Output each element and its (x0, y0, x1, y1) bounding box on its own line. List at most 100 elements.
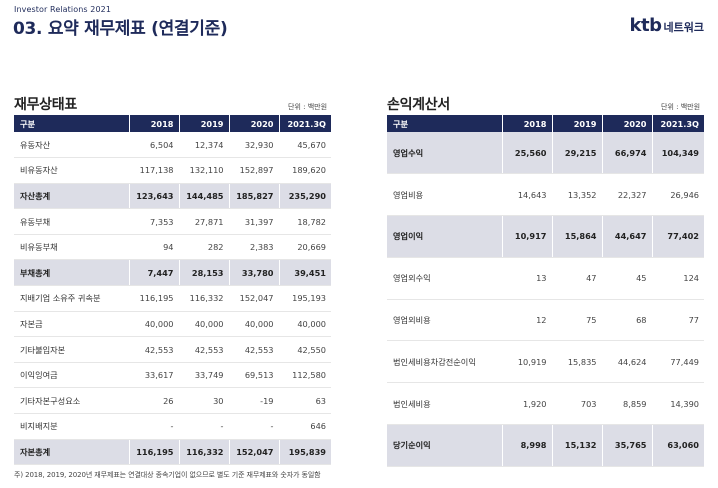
page-title: 03. 요약 재무제표 (연결기준) (13, 19, 228, 39)
row-label: 영업외비용 (387, 299, 503, 342)
report-subtitle: Investor Relations 2021 (14, 5, 112, 14)
cell-value: 195,193 (279, 285, 331, 312)
cell-value: 33,780 (229, 259, 280, 287)
table-row: 지배기업 소유주 귀속분 116,195 116,332 152,047 195,193 (14, 285, 331, 312)
cell-value: 40,000 (279, 311, 331, 338)
cell-value: 26,946 (652, 173, 704, 217)
row-label: 영업이익 (387, 215, 503, 258)
cell-value: 7,353 (129, 208, 180, 235)
cell-value: 703 (552, 382, 603, 426)
cell-value: 42,550 (279, 336, 331, 363)
row-label: 영업비용 (387, 173, 503, 217)
cell-value: 282 (179, 234, 230, 261)
cell-value: 42,553 (179, 336, 230, 363)
cell-value: - (179, 413, 230, 440)
cell-value: 42,553 (229, 336, 280, 363)
row-label: 자본총계 (14, 439, 130, 466)
cell-value: 116,195 (129, 439, 180, 466)
cell-value: 116,332 (179, 439, 230, 466)
cell-value: 27,871 (179, 208, 230, 235)
table-row: 비유동부채 94 282 2,383 20,669 (14, 234, 331, 261)
row-label: 비유동부채 (14, 234, 130, 261)
row-label: 기타자본구성요소 (14, 387, 130, 415)
row-label: 비유동자산 (14, 157, 130, 184)
cell-value: 8,859 (602, 382, 653, 426)
logo-subtext: 네트워크 (663, 21, 704, 34)
cell-value: 63 (279, 387, 331, 415)
row-label: 지배기업 소유주 귀속분 (14, 285, 130, 312)
cell-value: 152,047 (229, 439, 280, 466)
row-label: 당기순이익 (387, 424, 503, 467)
row-label: 자산총계 (14, 183, 130, 210)
table-row: 영업비용 14,643 13,352 22,327 26,946 (387, 173, 704, 217)
income-statement-unit: 단위 : 백만원 (661, 103, 701, 111)
cell-value: 123,643 (129, 183, 180, 210)
cell-value: 124 (652, 257, 704, 300)
cell-value: 235,290 (279, 183, 331, 210)
cell-value: 14,390 (652, 382, 704, 426)
cell-value: 15,132 (552, 424, 603, 467)
cell-value: 15,864 (552, 215, 603, 258)
row-label: 법인세비용 (387, 382, 503, 426)
cell-value: 75 (552, 299, 603, 342)
cell-value: 116,332 (179, 285, 230, 312)
table-row: 유동부채 7,353 27,871 31,397 18,782 (14, 208, 331, 235)
cell-value: 35,765 (602, 424, 653, 467)
column-header-year: 2019 (179, 115, 230, 132)
table-row: 영업외수익 13 47 45 124 (387, 257, 704, 300)
table-row: 유동자산 6,504 12,374 32,930 45,670 (14, 132, 331, 159)
logo-brand: ktb (629, 15, 662, 36)
cell-value: 69,513 (229, 362, 280, 389)
cell-value: 45,670 (279, 132, 331, 159)
cell-value: 14,643 (502, 173, 553, 217)
cell-value: 117,138 (129, 157, 180, 184)
table-row: 부채총계 7,447 28,153 33,780 39,451 (14, 259, 331, 287)
cell-value: 646 (279, 413, 331, 440)
cell-value: 132,110 (179, 157, 230, 184)
cell-value: - (229, 413, 280, 440)
cell-value: 45 (602, 257, 653, 300)
row-label: 영업수익 (387, 132, 503, 175)
cell-value: 144,485 (179, 183, 230, 210)
table-row: 영업외비용 12 75 68 77 (387, 299, 704, 342)
cell-value: 39,451 (279, 259, 331, 287)
row-label: 자본금 (14, 311, 130, 338)
row-label: 기타불입자본 (14, 336, 130, 363)
column-header-label: 구분 (387, 115, 503, 132)
cell-value: -19 (229, 387, 280, 415)
cell-value: 77,402 (652, 215, 704, 258)
cell-value: 7,447 (129, 259, 180, 287)
cell-value: 112,580 (279, 362, 331, 389)
cell-value: 40,000 (229, 311, 280, 338)
table-row: 영업수익 25,560 29,215 66,974 104,349 (387, 132, 704, 175)
cell-value: 15,835 (552, 340, 603, 384)
table-row: 기타불입자본 42,553 42,553 42,553 42,550 (14, 336, 331, 363)
income-statement-title: 손익계산서 (387, 97, 450, 113)
row-label: 비지배지분 (14, 413, 130, 440)
column-header-year: 2018 (129, 115, 180, 132)
cell-value: 44,624 (602, 340, 653, 384)
cell-value: 152,047 (229, 285, 280, 312)
cell-value: - (129, 413, 180, 440)
column-header-year: 2019 (552, 115, 603, 132)
income-statement-table: 구분 2018 2019 2020 2021.3Q 영업수익 25,560 29,215 66… (387, 115, 704, 467)
cell-value: 30 (179, 387, 230, 415)
cell-value: 25,560 (502, 132, 553, 175)
row-label: 유동자산 (14, 132, 130, 159)
cell-value: 31,397 (229, 208, 280, 235)
cell-value: 66,974 (602, 132, 653, 175)
table-header-row: 구분 2018 2019 2020 2021.3Q (14, 115, 331, 132)
table-row: 당기순이익 8,998 15,132 35,765 63,060 (387, 424, 704, 467)
cell-value: 40,000 (179, 311, 230, 338)
row-label: 이익잉여금 (14, 362, 130, 389)
table-row: 비지배지분 - - -646 (14, 413, 331, 440)
cell-value: 195,839 (279, 439, 331, 466)
cell-value: 12,374 (179, 132, 230, 159)
table-row: 비유동자산 117,138 132,110 152,897 189,620 (14, 157, 331, 184)
column-header-year: 2021.3Q (279, 115, 331, 132)
company-logo: ktb 네트워크 (630, 15, 704, 36)
table-header-row: 구분 2018 2019 2020 2021.3Q (387, 115, 704, 132)
footnote: 주) 2018, 2019, 2020년 재무제표는 연결대상 종속기업이 없으… (14, 471, 321, 479)
cell-value: 189,620 (279, 157, 331, 184)
row-label: 부채총계 (14, 259, 130, 287)
